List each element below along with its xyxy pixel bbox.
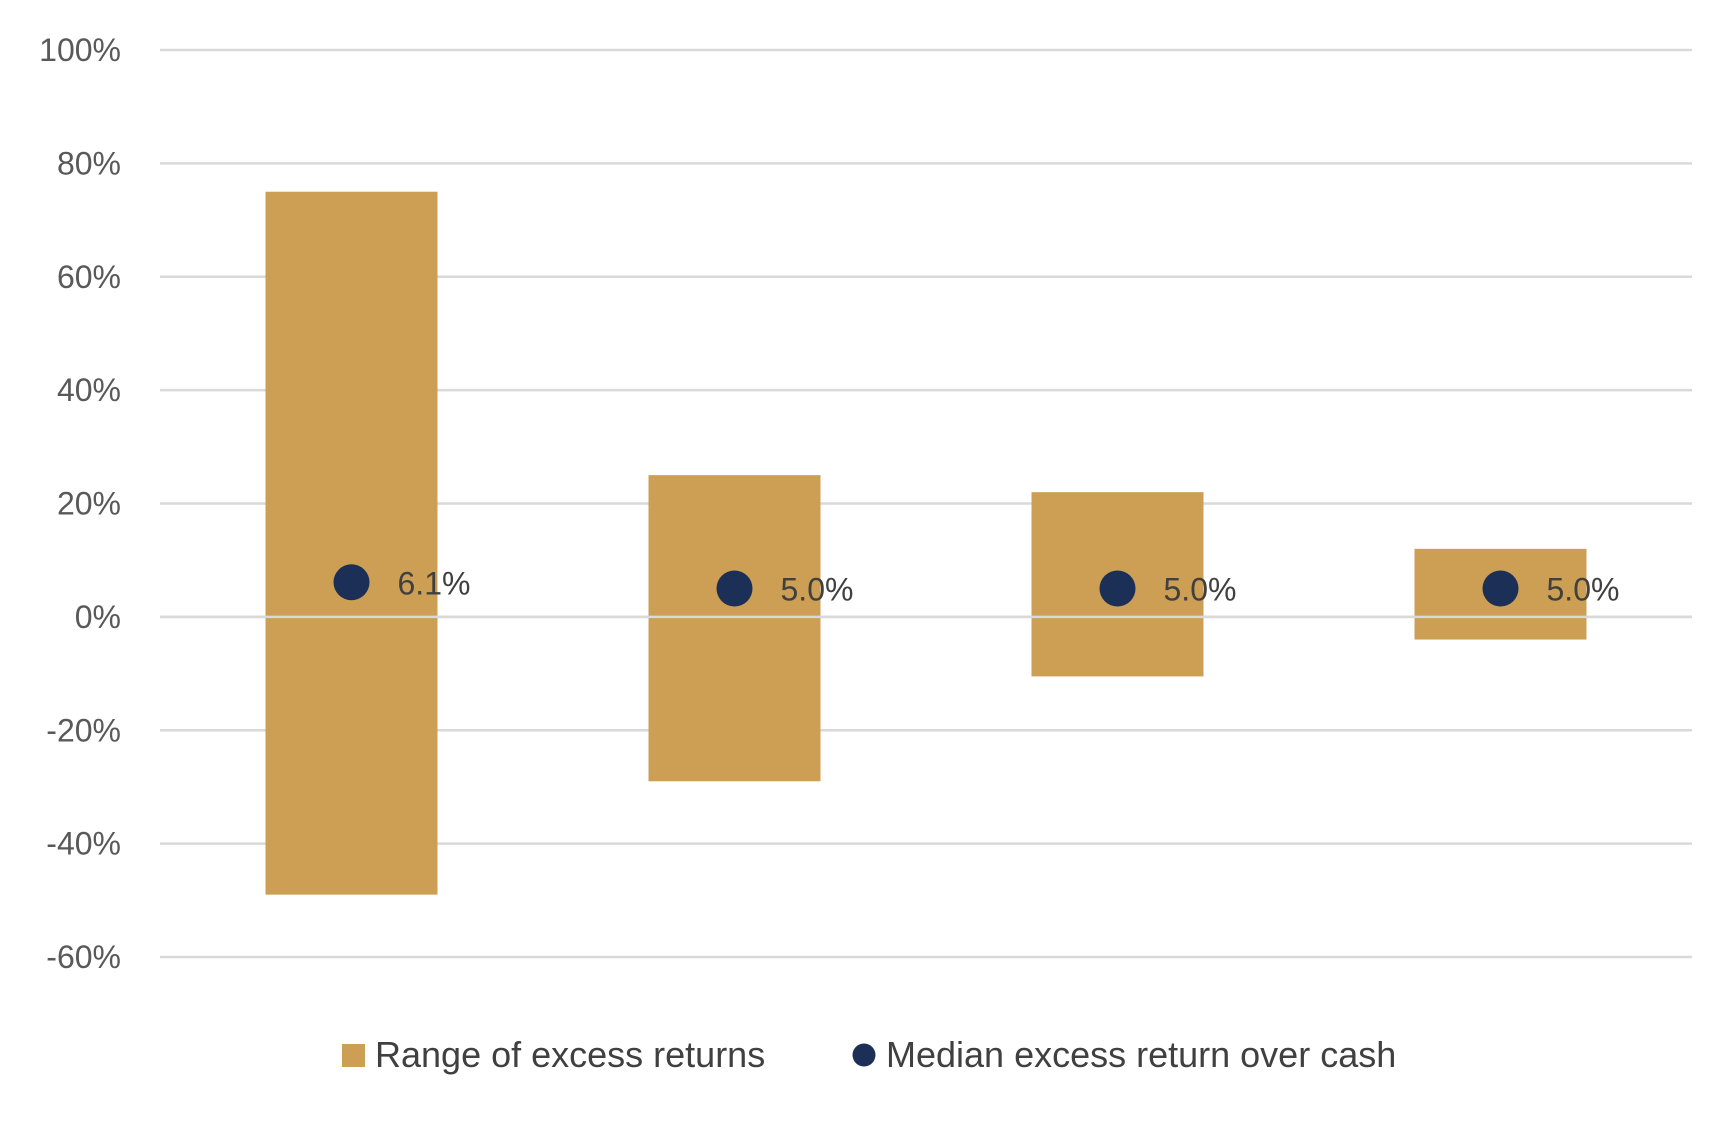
y-axis-tick-labels: 100% 80% 60% 40% 20% 0% -20% -40% -60% xyxy=(39,32,121,975)
median-data-label: 5.0% xyxy=(1547,572,1620,608)
y-tick-label: 40% xyxy=(57,372,121,408)
y-tick-label: 100% xyxy=(39,32,121,68)
range-bar xyxy=(265,191,438,895)
legend-swatch-range xyxy=(342,1044,365,1067)
y-tick-label: 60% xyxy=(57,259,121,295)
median-data-label: 5.0% xyxy=(1164,572,1237,608)
median-data-labels: 6.1% 5.0% 5.0% 5.0% xyxy=(398,565,1620,607)
legend-swatch-median xyxy=(852,1043,876,1067)
median-point xyxy=(1099,570,1136,607)
median-data-label: 5.0% xyxy=(781,572,854,608)
median-point xyxy=(333,564,370,601)
legend: Range of excess returns Median excess re… xyxy=(342,1034,1396,1075)
median-data-label: 6.1% xyxy=(398,565,471,601)
range-bars xyxy=(265,191,1587,895)
y-tick-label: 20% xyxy=(57,486,121,522)
y-tick-label: 0% xyxy=(75,599,121,635)
range-bar xyxy=(648,475,821,782)
legend-label-median: Median excess return over cash xyxy=(886,1034,1396,1075)
y-tick-label: -40% xyxy=(46,826,121,862)
median-points xyxy=(333,564,1519,607)
legend-label-range: Range of excess returns xyxy=(375,1034,765,1075)
y-tick-label: -20% xyxy=(46,712,121,748)
y-tick-label: 80% xyxy=(57,145,121,181)
y-tick-label: -60% xyxy=(46,939,121,975)
median-point xyxy=(716,570,753,607)
median-point xyxy=(1482,570,1519,607)
